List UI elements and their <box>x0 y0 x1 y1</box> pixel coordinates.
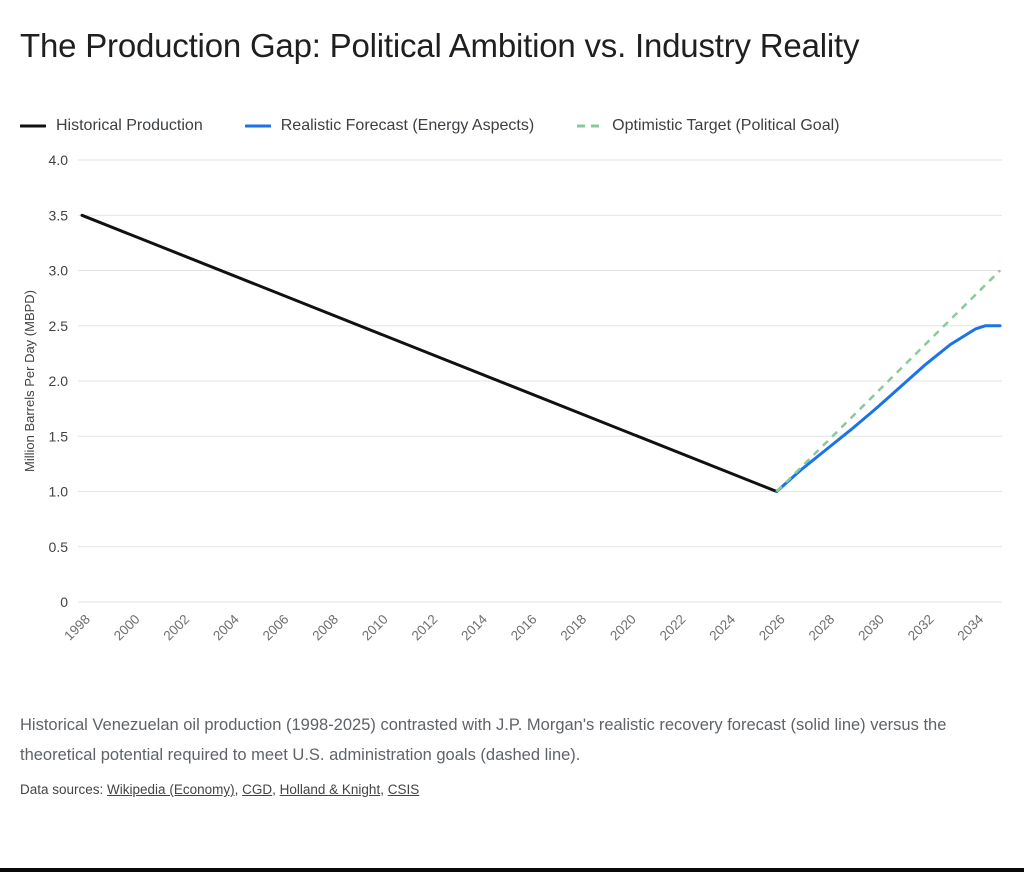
y-tick-label: 2.0 <box>49 373 69 389</box>
source-separator: , <box>380 782 388 797</box>
x-tick-label: 2012 <box>409 612 441 644</box>
legend-item: Historical Production <box>20 117 203 135</box>
data-sources: Data sources: Wikipedia (Economy), CGD, … <box>20 782 1004 797</box>
y-tick-label: 4.0 <box>49 152 69 168</box>
x-tick-label: 2010 <box>359 612 391 644</box>
data-sources-label: Data sources: <box>20 782 108 797</box>
x-tick-label: 2014 <box>458 611 490 643</box>
y-tick-label: 1.5 <box>49 428 69 444</box>
y-tick-label: 3.0 <box>49 263 69 279</box>
legend-item-label: Realistic Forecast (Energy Aspects) <box>280 117 535 134</box>
x-tick-label: 2000 <box>111 612 143 644</box>
source-link[interactable]: Holland & Knight <box>279 782 381 797</box>
page-title: The Production Gap: Political Ambition v… <box>20 27 860 64</box>
chart-caption: Historical Venezuelan oil production (19… <box>20 716 947 764</box>
legend-line-swatch-icon <box>244 124 271 128</box>
x-tick-label: 2026 <box>756 612 788 644</box>
source-separator: , <box>234 782 243 797</box>
chart-legend: Historical Production Realistic Forecast … <box>20 114 1004 138</box>
legend-line-swatch-icon <box>20 124 46 128</box>
x-tick-label: 2034 <box>954 611 986 643</box>
x-tick-label: 2002 <box>161 612 193 644</box>
x-tick-label: 2006 <box>260 612 292 644</box>
x-tick-label: 2030 <box>855 612 887 644</box>
legend-item-label: Historical Production <box>56 117 203 134</box>
source-link[interactable]: Wikipedia (Economy) <box>107 782 235 797</box>
x-tick-label: 2032 <box>905 612 937 644</box>
x-tick-label: 2008 <box>309 612 341 644</box>
series-line <box>775 324 1002 493</box>
x-tick-label: 1998 <box>61 612 93 644</box>
chart-canvas: 0 0.5 1.0 1.5 2.0 2.5 3.0 3.5 4.0 1998 2000 2002 200… <box>22 152 1002 644</box>
line-chart: 0 0.5 1.0 1.5 2.0 2.5 3.0 3.5 4.0 1998 2000 2002 200… <box>20 152 1004 692</box>
source-link[interactable]: CGD <box>242 782 273 797</box>
y-tick-label: 2.5 <box>49 318 69 334</box>
y-tick-label: 1.0 <box>49 484 69 500</box>
source-separator: , <box>272 782 280 797</box>
y-tick-label: 3.5 <box>49 207 69 223</box>
legend-item: Realistic Forecast (Energy Aspects) <box>244 117 535 135</box>
y-axis-title: Million Barrels Per Day (MBPD) <box>22 290 37 472</box>
y-tick-label: 0.5 <box>49 539 69 555</box>
x-tick-label: 2022 <box>657 612 689 644</box>
x-tick-label: 2016 <box>508 612 540 644</box>
x-tick-label: 2020 <box>607 612 639 644</box>
x-tick-label: 2004 <box>210 611 242 643</box>
y-tick-label: 0 <box>60 594 68 610</box>
legend-line-swatch-icon <box>577 124 602 128</box>
bottom-edge-bar <box>0 868 1024 872</box>
legend-item: Optimistic Target (Political Goal) <box>576 117 839 135</box>
legend-item-label: Optimistic Target (Political Goal) <box>612 117 840 134</box>
x-tick-label: 2028 <box>806 612 838 644</box>
source-link[interactable]: CSIS <box>387 782 420 797</box>
x-tick-label: 2018 <box>557 612 589 644</box>
series-line <box>80 213 779 493</box>
series-line <box>775 269 1001 493</box>
x-tick-label: 2024 <box>706 611 738 643</box>
